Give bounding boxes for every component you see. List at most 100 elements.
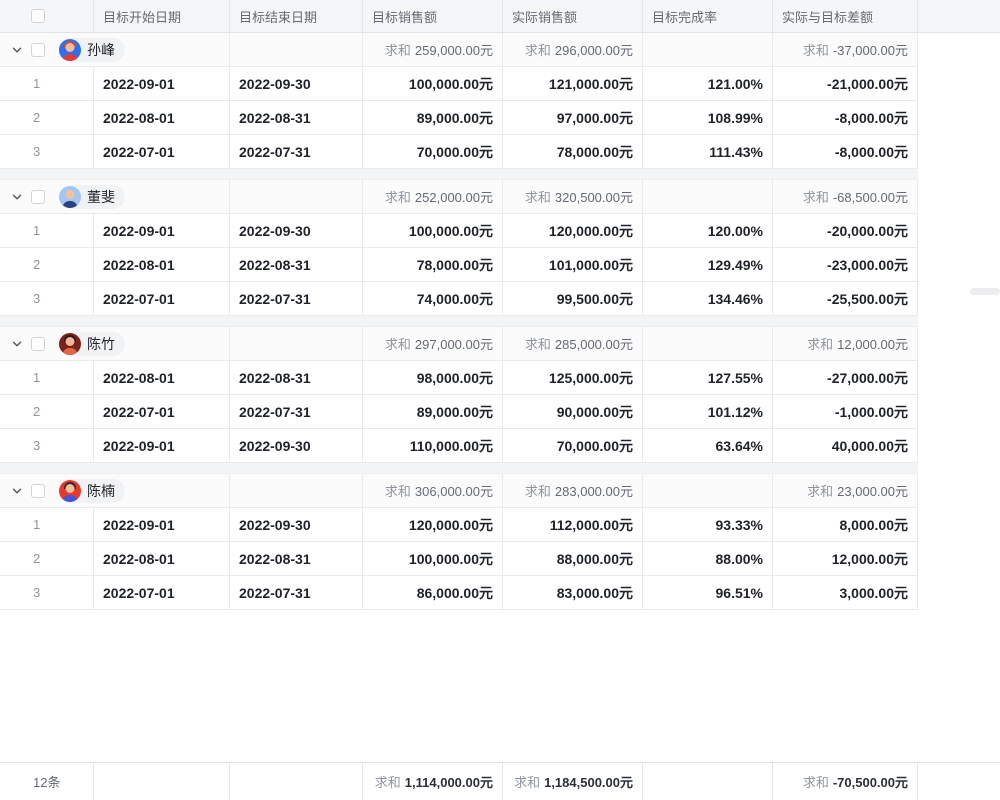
cell-end-date[interactable]: 2022-07-31 xyxy=(230,135,363,168)
row-index-cell[interactable]: 1 xyxy=(0,67,94,100)
cell-start-date[interactable]: 2022-08-01 xyxy=(94,542,230,575)
header-cell-diff[interactable]: 实际与目标差额 xyxy=(773,0,918,32)
row-index-cell[interactable]: 1 xyxy=(0,214,94,247)
cell-actual-sales[interactable]: 101,000.00元 xyxy=(503,248,643,281)
footer-cell-rate[interactable] xyxy=(643,763,773,800)
cell-start-date[interactable]: 2022-09-01 xyxy=(94,508,230,541)
cell-target-sales[interactable]: 100,000.00元 xyxy=(363,67,503,100)
group-sum-actual-sales[interactable]: 求和 320,500.00元 xyxy=(503,180,643,213)
cell-target-sales[interactable]: 100,000.00元 xyxy=(363,214,503,247)
cell-difference[interactable]: -23,000.00元 xyxy=(773,248,918,281)
cell-actual-sales[interactable]: 78,000.00元 xyxy=(503,135,643,168)
cell-start-date[interactable]: 2022-09-01 xyxy=(94,67,230,100)
cell-completion-rate[interactable]: 88.00% xyxy=(643,542,773,575)
group-sum-target-sales[interactable]: 求和 297,000.00元 xyxy=(363,327,503,360)
cell-target-sales[interactable]: 89,000.00元 xyxy=(363,101,503,134)
row-index-cell[interactable]: 1 xyxy=(0,361,94,394)
footer-cell-target[interactable]: 求和 1,114,000.00元 xyxy=(363,763,503,800)
cell-end-date[interactable]: 2022-08-31 xyxy=(230,101,363,134)
member-chip[interactable]: 陈楠 xyxy=(59,478,125,503)
row-index-cell[interactable]: 2 xyxy=(0,248,94,281)
cell-actual-sales[interactable]: 83,000.00元 xyxy=(503,576,643,609)
header-cell-select[interactable] xyxy=(0,0,94,32)
group-select-checkbox[interactable] xyxy=(31,483,45,498)
cell-end-date[interactable]: 2022-09-30 xyxy=(230,508,363,541)
cell-start-date[interactable]: 2022-07-01 xyxy=(94,395,230,428)
cell-difference[interactable]: -21,000.00元 xyxy=(773,67,918,100)
cell-completion-rate[interactable]: 96.51% xyxy=(643,576,773,609)
cell-actual-sales[interactable]: 70,000.00元 xyxy=(503,429,643,462)
cell-target-sales[interactable]: 120,000.00元 xyxy=(363,508,503,541)
cell-start-date[interactable]: 2022-09-01 xyxy=(94,429,230,462)
cell-difference[interactable]: 40,000.00元 xyxy=(773,429,918,462)
group-select-checkbox[interactable] xyxy=(31,42,45,57)
row-index-cell[interactable]: 2 xyxy=(0,395,94,428)
cell-actual-sales[interactable]: 99,500.00元 xyxy=(503,282,643,315)
row-index-cell[interactable]: 1 xyxy=(0,508,94,541)
group-sum-target-sales[interactable]: 求和 259,000.00元 xyxy=(363,33,503,66)
cell-end-date[interactable]: 2022-07-31 xyxy=(230,395,363,428)
cell-start-date[interactable]: 2022-08-01 xyxy=(94,248,230,281)
chevron-down-icon[interactable] xyxy=(10,190,24,204)
footer-cell-actual[interactable]: 求和 1,184,500.00元 xyxy=(503,763,643,800)
cell-completion-rate[interactable]: 101.12% xyxy=(643,395,773,428)
cell-end-date[interactable]: 2022-08-31 xyxy=(230,542,363,575)
cell-end-date[interactable]: 2022-09-30 xyxy=(230,429,363,462)
cell-difference[interactable]: -1,000.00元 xyxy=(773,395,918,428)
cell-end-date[interactable]: 2022-07-31 xyxy=(230,576,363,609)
member-chip[interactable]: 孙峰 xyxy=(59,37,125,62)
member-chip[interactable]: 董斐 xyxy=(59,184,125,209)
cell-target-sales[interactable]: 74,000.00元 xyxy=(363,282,503,315)
cell-completion-rate[interactable]: 111.43% xyxy=(643,135,773,168)
cell-difference[interactable]: -8,000.00元 xyxy=(773,101,918,134)
group-sum-difference[interactable]: 求和 23,000.00元 xyxy=(773,474,918,507)
group-sum-difference[interactable]: 求和 12,000.00元 xyxy=(773,327,918,360)
cell-actual-sales[interactable]: 112,000.00元 xyxy=(503,508,643,541)
cell-start-date[interactable]: 2022-09-01 xyxy=(94,214,230,247)
cell-start-date[interactable]: 2022-08-01 xyxy=(94,361,230,394)
cell-completion-rate[interactable]: 120.00% xyxy=(643,214,773,247)
header-cell-rate[interactable]: 目标完成率 xyxy=(643,0,773,32)
chevron-down-icon[interactable] xyxy=(10,484,24,498)
footer-cell-start[interactable] xyxy=(94,763,230,800)
cell-difference[interactable]: 12,000.00元 xyxy=(773,542,918,575)
cell-difference[interactable]: -25,500.00元 xyxy=(773,282,918,315)
row-index-cell[interactable]: 3 xyxy=(0,135,94,168)
cell-completion-rate[interactable]: 121.00% xyxy=(643,67,773,100)
cell-end-date[interactable]: 2022-08-31 xyxy=(230,248,363,281)
cell-actual-sales[interactable]: 90,000.00元 xyxy=(503,395,643,428)
cell-actual-sales[interactable]: 121,000.00元 xyxy=(503,67,643,100)
cell-difference[interactable]: 8,000.00元 xyxy=(773,508,918,541)
cell-target-sales[interactable]: 100,000.00元 xyxy=(363,542,503,575)
header-cell-actual[interactable]: 实际销售额 xyxy=(503,0,643,32)
group-sum-target-sales[interactable]: 求和 252,000.00元 xyxy=(363,180,503,213)
cell-start-date[interactable]: 2022-07-01 xyxy=(94,576,230,609)
header-cell-start[interactable]: 目标开始日期 xyxy=(94,0,230,32)
group-sum-difference[interactable]: 求和 -37,000.00元 xyxy=(773,33,918,66)
cell-end-date[interactable]: 2022-07-31 xyxy=(230,282,363,315)
cell-end-date[interactable]: 2022-09-30 xyxy=(230,214,363,247)
scrollbar-thumb[interactable] xyxy=(970,288,1000,295)
footer-cell-select[interactable]: 12条 xyxy=(0,763,94,800)
cell-target-sales[interactable]: 98,000.00元 xyxy=(363,361,503,394)
footer-cell-diff[interactable]: 求和 -70,500.00元 xyxy=(773,763,918,800)
cell-difference[interactable]: -27,000.00元 xyxy=(773,361,918,394)
cell-target-sales[interactable]: 86,000.00元 xyxy=(363,576,503,609)
cell-end-date[interactable]: 2022-09-30 xyxy=(230,67,363,100)
cell-target-sales[interactable]: 89,000.00元 xyxy=(363,395,503,428)
cell-target-sales[interactable]: 110,000.00元 xyxy=(363,429,503,462)
group-sum-target-sales[interactable]: 求和 306,000.00元 xyxy=(363,474,503,507)
row-index-cell[interactable]: 3 xyxy=(0,429,94,462)
cell-completion-rate[interactable]: 108.99% xyxy=(643,101,773,134)
group-sum-actual-sales[interactable]: 求和 296,000.00元 xyxy=(503,33,643,66)
cell-actual-sales[interactable]: 97,000.00元 xyxy=(503,101,643,134)
group-sum-actual-sales[interactable]: 求和 283,000.00元 xyxy=(503,474,643,507)
row-index-cell[interactable]: 2 xyxy=(0,542,94,575)
chevron-down-icon[interactable] xyxy=(10,43,24,57)
header-cell-target[interactable]: 目标销售额 xyxy=(363,0,503,32)
cell-target-sales[interactable]: 78,000.00元 xyxy=(363,248,503,281)
cell-target-sales[interactable]: 70,000.00元 xyxy=(363,135,503,168)
cell-difference[interactable]: -8,000.00元 xyxy=(773,135,918,168)
cell-completion-rate[interactable]: 127.55% xyxy=(643,361,773,394)
header-cell-end[interactable]: 目标结束日期 xyxy=(230,0,363,32)
